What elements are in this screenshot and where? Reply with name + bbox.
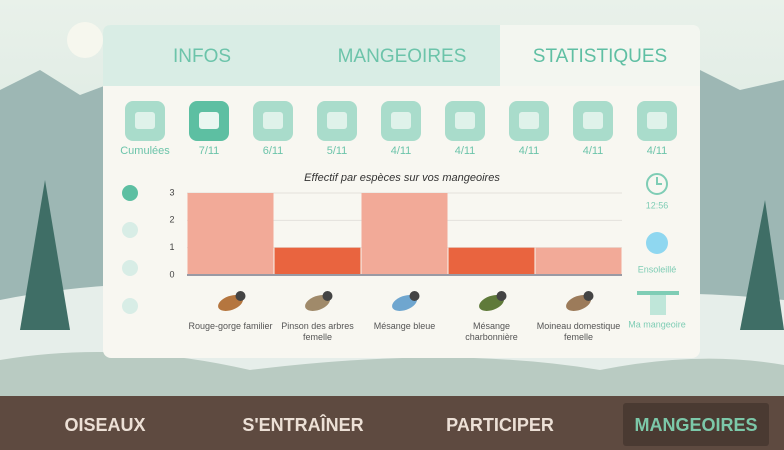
app-screen: 12:56 Ensoleillé Ma mangeoire Effectif p… xyxy=(0,0,784,450)
bird-head xyxy=(236,291,246,301)
chart-title: Effectif par espèces sur vos mangeoires xyxy=(304,172,500,184)
bar xyxy=(275,248,361,275)
tab[interactable]: MANGEOIRES xyxy=(338,46,467,67)
day-icon xyxy=(263,112,283,129)
day-label[interactable]: 4/11 xyxy=(519,145,540,157)
day-icon xyxy=(327,112,347,129)
day-icon xyxy=(519,112,539,129)
species-label: Mésange bleue xyxy=(360,321,450,332)
time-label: 12:56 xyxy=(646,200,669,210)
weather-label: Ensoleillé xyxy=(638,264,677,274)
day-label[interactable]: 7/11 xyxy=(199,145,220,157)
bird-head xyxy=(584,291,594,301)
bar xyxy=(188,193,274,275)
day-icon xyxy=(647,112,667,129)
tab[interactable]: STATISTIQUES xyxy=(533,46,667,67)
y-tick-label: 0 xyxy=(169,269,174,279)
species-label: Mésange charbonnière xyxy=(447,321,537,343)
screen-canvas: 12:56 Ensoleillé Ma mangeoire Effectif p… xyxy=(0,0,784,450)
feeder-label[interactable]: Ma mangeoire xyxy=(628,319,686,329)
day-label[interactable]: 5/11 xyxy=(327,145,348,157)
page-dot-active[interactable] xyxy=(122,185,138,201)
sun-bg xyxy=(67,22,103,58)
page-dot[interactable] xyxy=(122,260,138,276)
bird-head xyxy=(497,291,507,301)
day-icon xyxy=(455,112,475,129)
nav-item[interactable]: PARTICIPER xyxy=(446,415,554,435)
bar xyxy=(536,248,622,275)
day-icon xyxy=(391,112,411,129)
page-dot[interactable] xyxy=(122,298,138,314)
species-label: Rouge-gorge familier xyxy=(186,321,276,332)
bar xyxy=(362,193,448,275)
page-dot[interactable] xyxy=(122,222,138,238)
day-label[interactable]: 4/11 xyxy=(391,145,412,157)
day-label[interactable]: 4/11 xyxy=(647,145,668,157)
bird-head xyxy=(323,291,333,301)
nav-item[interactable]: MANGEOIRES xyxy=(634,415,757,435)
nav-item[interactable]: OISEAUX xyxy=(64,415,145,435)
y-tick-label: 1 xyxy=(169,242,174,252)
feeder-icon xyxy=(650,295,666,315)
day-label[interactable]: 4/11 xyxy=(455,145,476,157)
tab[interactable]: INFOS xyxy=(173,46,231,67)
y-tick-label: 3 xyxy=(169,187,174,197)
day-label[interactable]: 6/11 xyxy=(263,145,284,157)
species-label: Pinson des arbres femelle xyxy=(273,321,363,343)
bird-head xyxy=(410,291,420,301)
day-label[interactable]: Cumulées xyxy=(120,145,170,157)
day-icon xyxy=(135,112,155,129)
species-label: Moineau domestique femelle xyxy=(534,321,624,343)
nav-item[interactable]: S'ENTRAÎNER xyxy=(242,414,363,435)
day-icon xyxy=(199,112,219,129)
y-tick-label: 2 xyxy=(169,215,174,225)
day-icon xyxy=(583,112,603,129)
sun-icon xyxy=(646,232,668,254)
bar xyxy=(449,248,535,275)
feeder-icon xyxy=(637,291,679,295)
day-label[interactable]: 4/11 xyxy=(583,145,604,157)
